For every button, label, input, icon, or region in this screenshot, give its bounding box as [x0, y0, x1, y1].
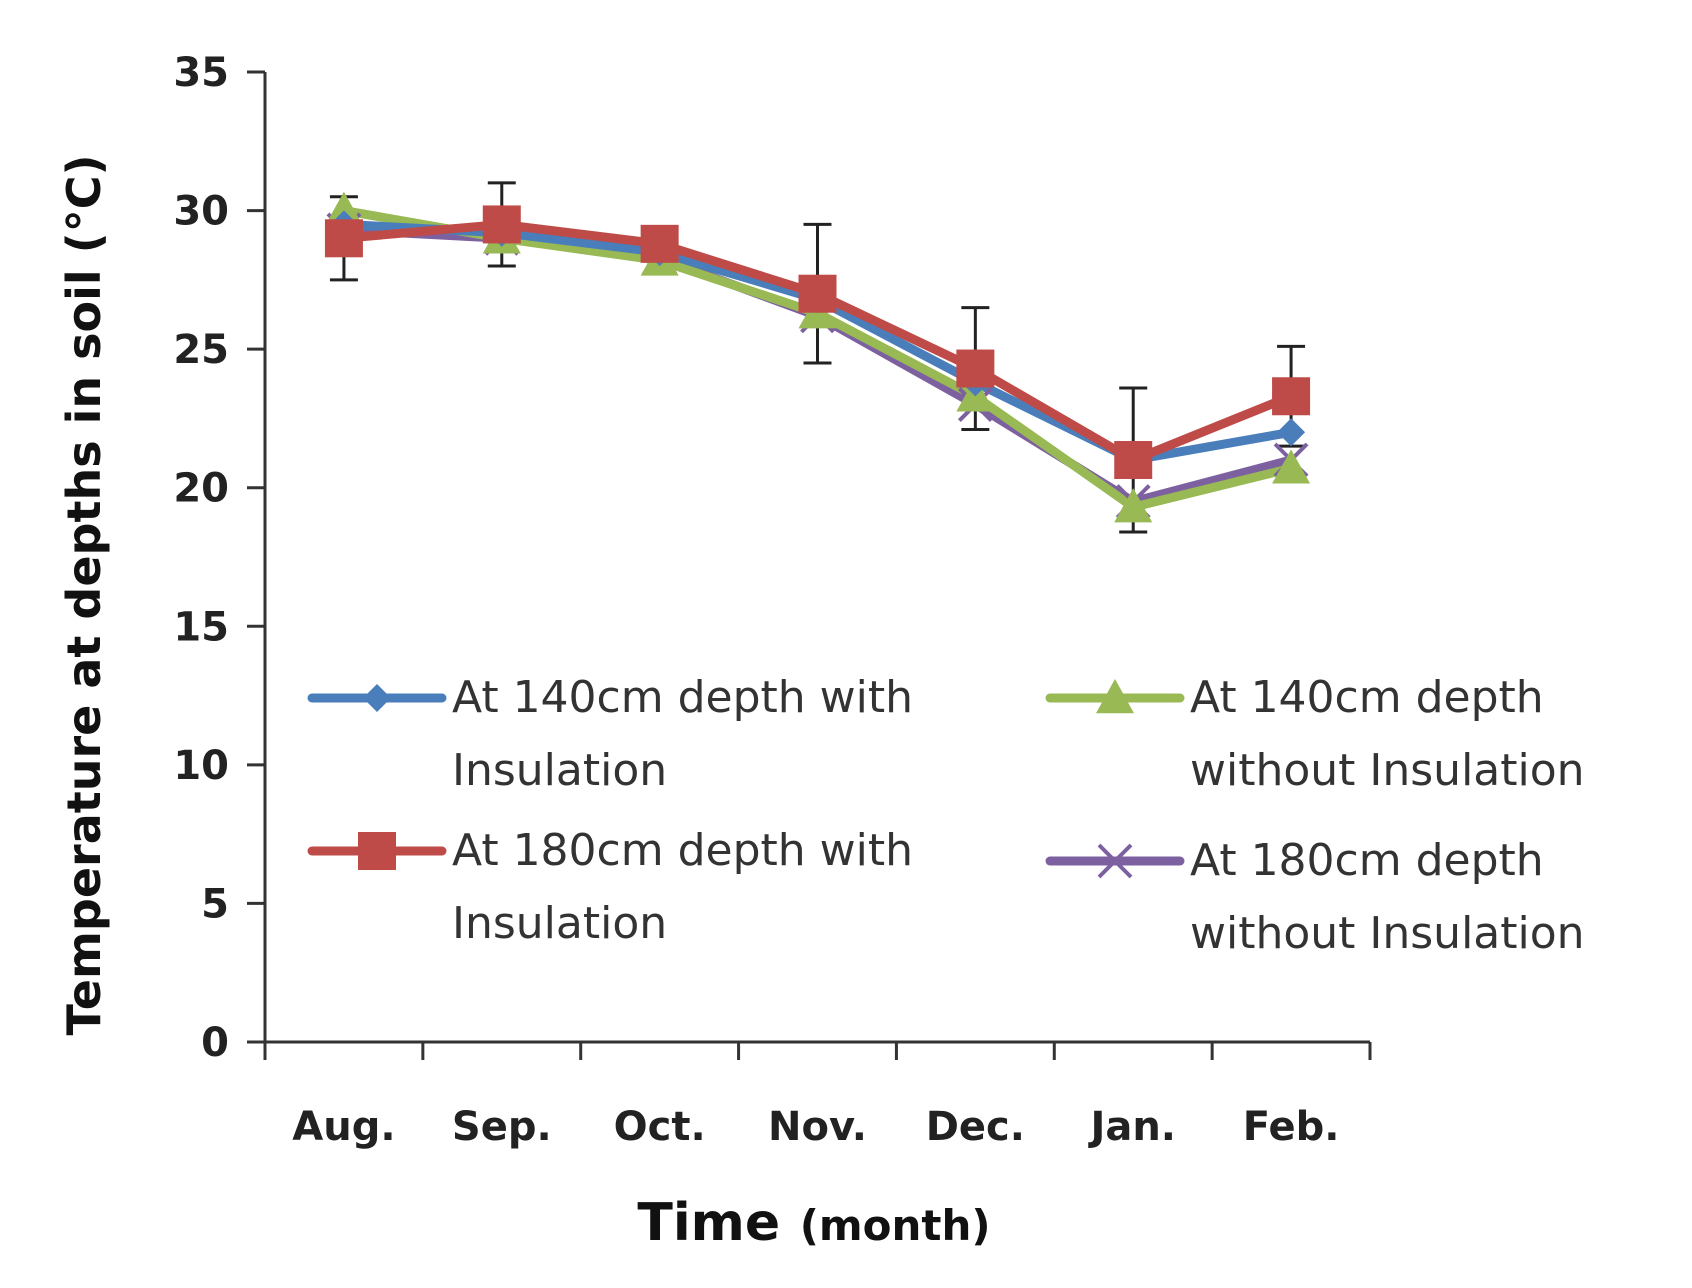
x-tick-label: Oct. [614, 1104, 706, 1150]
y-tick-label: 30 [173, 189, 229, 235]
x-tick-label: Sep. [452, 1104, 552, 1150]
x-tick-label: Feb. [1243, 1104, 1340, 1150]
x-tick-label: Nov. [768, 1104, 867, 1150]
y-tick-label: 10 [173, 743, 229, 789]
legend-marker [1097, 843, 1133, 879]
markers [324, 191, 1311, 523]
y-tick-label: 35 [173, 50, 229, 96]
x-axis-title: Time (month) [637, 1193, 990, 1253]
y-tick-label: 5 [201, 881, 229, 927]
legend: At 140cm depth with Insulation At 180cm de… [307, 672, 1585, 959]
legend-marker [1096, 679, 1134, 714]
y-tick-label: 15 [173, 604, 229, 650]
x-tick-label: Jan. [1087, 1104, 1176, 1150]
y-tick-label: 20 [173, 466, 229, 512]
data-point [798, 274, 837, 313]
data-point [324, 219, 363, 258]
legend-label: At 140cm depth with [452, 672, 913, 723]
axes [263, 72, 1370, 1044]
legend-label: without Insulation [1190, 908, 1585, 959]
legend-label: At 180cm depth with [452, 825, 913, 876]
legend-marker [363, 684, 391, 712]
data-point [1114, 441, 1153, 479]
y-tick-label: 0 [201, 1020, 229, 1066]
x-tick-label: Aug. [292, 1104, 395, 1150]
ticks: 0 5 10 15 20 25 30 35 Aug. Sep. Oct. Nov. Dec. Jan. Fe… [173, 50, 1372, 1150]
y-tick-label: 25 [173, 327, 229, 373]
legend-marker [358, 832, 396, 870]
legend-label: without Insulation [1190, 745, 1585, 796]
data-point [482, 205, 521, 244]
data-point [1114, 488, 1153, 523]
data-point [1277, 418, 1306, 447]
data-point [956, 349, 995, 388]
data-point [1272, 377, 1311, 416]
y-axis-title: Temperature at depths in soil (°C) [57, 155, 111, 1036]
x-axis-title-main: Time [637, 1193, 780, 1253]
legend-label: At 140cm depth [1190, 672, 1544, 723]
legend-label: Insulation [452, 745, 667, 796]
x-tick-label: Dec. [926, 1104, 1025, 1150]
data-point [324, 191, 363, 226]
legend-label: Insulation [452, 898, 667, 949]
x-axis-title-unit: (month) [800, 1201, 991, 1250]
legend-label: At 180cm depth [1190, 835, 1544, 886]
data-point [1272, 449, 1311, 484]
data-point [640, 224, 679, 263]
